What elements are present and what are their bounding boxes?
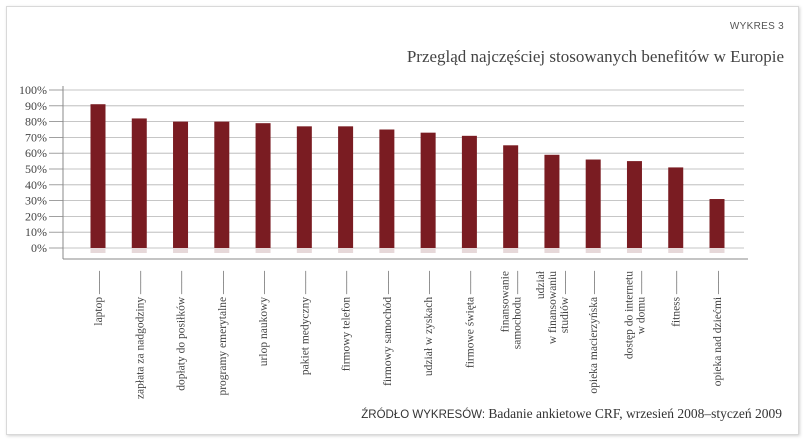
x-tick-label: dopłaty do posiłków —— (176, 271, 188, 391)
x-tick-label: firmowy telefon —— (341, 271, 353, 372)
x-tick-label-line: firmowy samochód —— (382, 271, 394, 386)
x-tick-label: programy emerytalne —— (217, 271, 229, 396)
y-tick-label: 80% (25, 115, 47, 129)
bar-base (338, 248, 354, 253)
x-tick-label-line: udział (535, 270, 547, 299)
y-tick-label: 30% (25, 194, 47, 208)
x-tick-label-line: w finansowaniu (547, 271, 559, 344)
bar-base (461, 248, 477, 253)
bar (338, 126, 354, 248)
source-text: Badanie ankietowe CRF, wrzesień 2008–sty… (488, 406, 782, 421)
y-tick-label: 50% (25, 162, 47, 176)
x-tick-label-line: pakiet medyczny —— (299, 271, 311, 376)
x-tick-label-line: firmowy telefon —— (341, 271, 353, 372)
x-tick-label: fitness —— (671, 271, 683, 327)
bar-base (214, 248, 230, 253)
chart-title: Przegląd najczęściej stosowanych benefit… (406, 47, 784, 66)
bar (709, 199, 725, 248)
bar (379, 129, 395, 248)
bar-base (379, 248, 395, 253)
x-tick-label-line: studiów —— (559, 271, 571, 334)
x-tick-label: pakiet medyczny —— (299, 271, 311, 376)
x-tick-label-line: w domu —— (635, 271, 647, 335)
y-tick-label: 10% (25, 225, 47, 239)
bar-base (173, 248, 189, 253)
x-tick-label-line: urlop naukowy —— (258, 271, 270, 367)
bar (420, 132, 436, 248)
y-tick-label: 20% (25, 209, 47, 223)
x-tick-label-line: udział w zyskach —— (423, 271, 435, 377)
x-tick-label: udział w zyskach —— (423, 271, 435, 377)
bar (173, 121, 189, 248)
x-tick-label-line: opieka macierzyńska —— (588, 271, 600, 394)
bar-base (585, 248, 601, 253)
x-tick-label-line: programy emerytalne —— (217, 271, 229, 396)
bar-base (544, 248, 560, 253)
bar (544, 154, 560, 248)
bar (585, 159, 601, 248)
bar-chart: 100% 90% 80%70% 60% 50% 40% 30%20% 10% 0% laptop … (19, 83, 748, 400)
bar-base (709, 248, 725, 253)
source-note: ŹRÓDŁO WYKRESÓW: Badanie ankietowe CRF, … (361, 406, 782, 422)
x-tick-label-line: laptop —— (93, 271, 105, 326)
source-label: ŹRÓDŁO WYKRESÓW: (361, 409, 486, 421)
x-tick-label: dostęp do internetuw domu —— (623, 271, 647, 360)
bar-base (503, 248, 519, 253)
bar-base (626, 248, 642, 253)
y-tick-label: 90% (25, 99, 47, 113)
x-tick-label-line: firmowe święta —— (464, 271, 476, 369)
x-tick-label-line: opieka nad dziećmi —— (712, 271, 724, 387)
bar (214, 121, 230, 248)
x-tick-label-line: zapłata za nadgodziny —— (134, 271, 146, 400)
bar (461, 135, 477, 248)
bar-base (90, 248, 106, 253)
x-tick-label: zapłata za nadgodziny —— (134, 271, 146, 400)
x-tick-label: urlop naukowy —— (258, 271, 270, 367)
x-tick-label-line: samochodu —— (512, 271, 524, 350)
x-tick-label-line: dostęp do internetu (623, 271, 635, 359)
bar (296, 126, 312, 248)
chart-label: WYKRES 3 (729, 21, 784, 32)
x-tick-label: udziałw finansowaniustudiów —— (535, 270, 571, 344)
bar (255, 123, 271, 248)
y-tick-label: 40% (25, 178, 47, 192)
bar-base (255, 248, 271, 253)
x-tick-label-line: finansowanie (500, 271, 512, 332)
y-tick-label: 0% (31, 241, 47, 255)
y-tick-label: 70% (25, 130, 47, 144)
x-tick-label: opieka nad dziećmi —— (712, 271, 724, 387)
x-tick-label: opieka macierzyńska —— (588, 271, 600, 394)
x-tick-label: finansowaniesamochodu —— (500, 271, 524, 350)
bar (90, 104, 106, 248)
chart-frame: WYKRES 3 Przegląd najczęściej stosowanyc… (6, 6, 799, 435)
bar-base (131, 248, 147, 253)
x-tick-label: laptop —— (93, 271, 105, 326)
y-tick-label: 100% (19, 83, 47, 97)
bar-base (420, 248, 436, 253)
x-tick-label: firmowe święta —— (464, 271, 476, 369)
y-tick-label: 60% (25, 146, 47, 160)
x-tick-label-line: dopłaty do posiłków —— (176, 271, 188, 391)
x-tick-label: firmowy samochód —— (382, 271, 394, 386)
bar (668, 167, 684, 248)
bar (626, 161, 642, 248)
bar (503, 145, 519, 248)
bar-base (668, 248, 684, 253)
bar-base (296, 248, 312, 253)
x-tick-label-line: fitness —— (671, 271, 683, 327)
bar (131, 118, 147, 248)
